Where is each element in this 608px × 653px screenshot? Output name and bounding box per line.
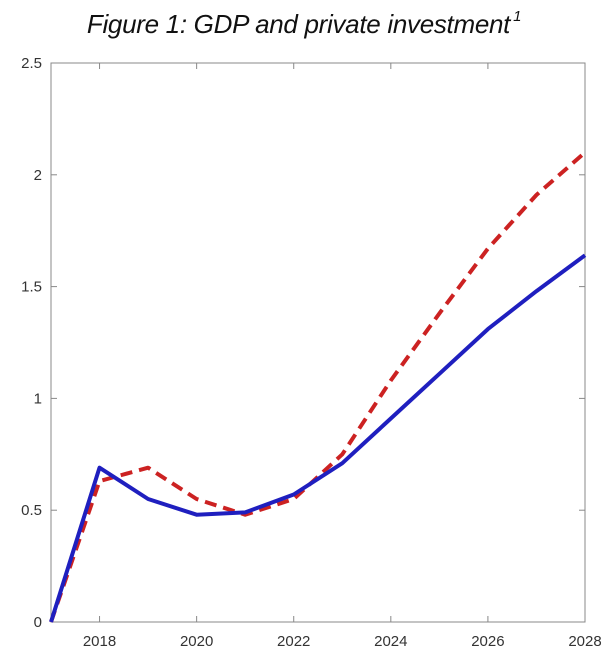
plot-frame — [50, 62, 586, 623]
y-tick-label: 0.5 — [21, 502, 42, 519]
series-line-dashed — [49, 150, 587, 623]
x-tick-label: 2028 — [568, 633, 601, 650]
x-axis: 2018 2020 2022 2024 2026 2028 — [83, 63, 602, 650]
series-line-solid — [49, 253, 587, 623]
y-tick-label: 1.5 — [21, 279, 42, 296]
x-tick-label: 2018 — [83, 633, 116, 650]
series-layer — [49, 150, 587, 623]
x-tick-label: 2022 — [277, 633, 310, 650]
x-tick-label: 2020 — [180, 633, 213, 650]
y-tick-label: 0 — [34, 614, 42, 631]
chart-title: Figure 1: GDP and private investment 1 — [0, 8, 608, 52]
y-tick-label: 1 — [34, 390, 42, 407]
y-axis: 0 0.5 1 1.5 2 2.5 — [21, 55, 585, 631]
x-tick-label: 2026 — [471, 633, 504, 650]
chart-title-text: Figure 1: GDP and private investment — [86, 9, 511, 39]
x-tick-label: 2024 — [374, 633, 407, 650]
y-tick-label: 2 — [34, 167, 42, 184]
title-footnote-marker: 1 — [513, 8, 522, 25]
y-tick-label: 2.5 — [21, 55, 42, 72]
